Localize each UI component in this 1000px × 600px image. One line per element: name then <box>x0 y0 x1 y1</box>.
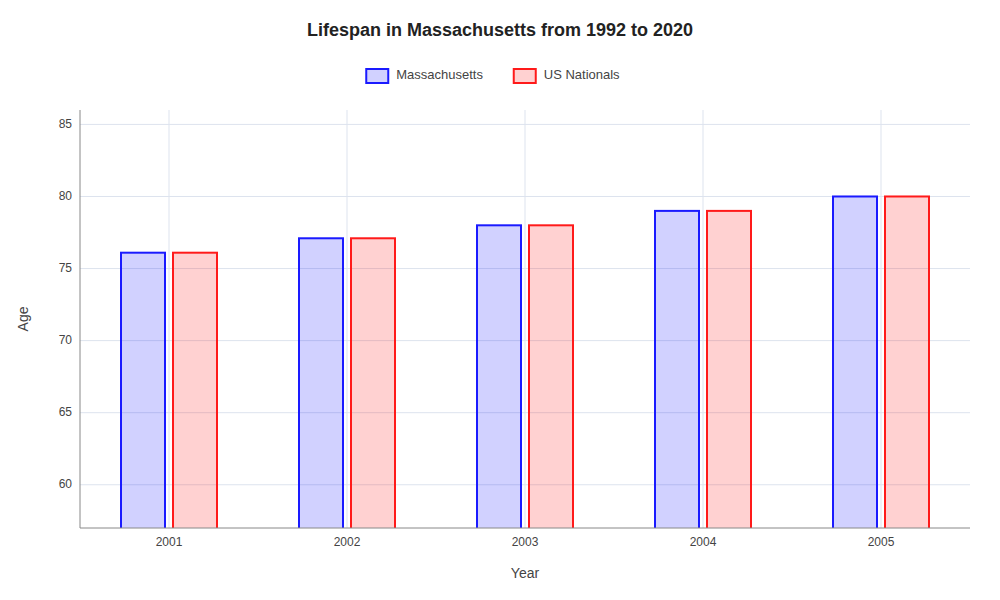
y-tick-label: 80 <box>59 189 73 203</box>
y-axis-label: Age <box>15 306 31 331</box>
bar <box>833 196 877 528</box>
grid-line-x <box>169 110 170 528</box>
title: Lifespan in Massachusetts from 1992 to 2… <box>307 20 693 40</box>
y-tick-label: 60 <box>59 477 73 491</box>
y-tick-label: 85 <box>59 117 73 131</box>
legend-swatch <box>366 69 388 83</box>
bar <box>655 211 699 528</box>
x-tick-label: 2003 <box>512 535 539 549</box>
x-tick-label: 2002 <box>334 535 361 549</box>
legend: Massachusetts US Nationals <box>366 67 620 83</box>
bar <box>529 225 573 528</box>
y-tick-label: 65 <box>59 405 73 419</box>
legend-swatch <box>514 69 536 83</box>
bar <box>885 196 929 528</box>
y-tick-label: 70 <box>59 333 73 347</box>
grid-line-x <box>881 110 882 528</box>
bar <box>351 238 395 528</box>
x-tick-label: 2001 <box>156 535 183 549</box>
bars <box>121 196 929 528</box>
legend-label: US Nationals <box>544 67 620 82</box>
grid-line-x <box>347 110 348 528</box>
chart-container: 60 65 70 75 80 85 2001 2002 2003 2004 2005 Year Age L… <box>0 0 1000 600</box>
bar <box>121 253 165 528</box>
chart: 60 65 70 75 80 85 2001 2002 2003 2004 2005 Year Age L… <box>0 0 1000 600</box>
x-tick-label: 2004 <box>690 535 717 549</box>
x-axis-label: Year <box>511 565 540 581</box>
grid-line-x <box>525 110 526 528</box>
bar <box>173 253 217 528</box>
x-tick-label: 2005 <box>868 535 895 549</box>
legend-label: Massachusetts <box>396 67 483 82</box>
bar <box>707 211 751 528</box>
bar <box>477 225 521 528</box>
y-tick-label: 75 <box>59 261 73 275</box>
bar <box>299 238 343 528</box>
y-axis-line <box>80 110 81 528</box>
x-axis-line <box>80 528 970 529</box>
grid-line-x <box>703 110 704 528</box>
